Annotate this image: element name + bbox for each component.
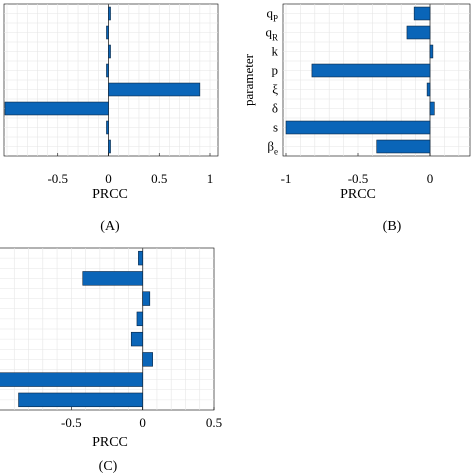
bar [108,44,111,59]
x-tick-label: -1 [281,171,292,186]
bar [285,120,431,135]
panel-a-grid [4,4,218,156]
y-tick-label: βe [267,139,278,157]
bar [311,63,431,78]
x-tick-label: 0 [105,171,112,186]
y-tick-label: qP [266,6,278,24]
y-tick-label: k [272,44,279,59]
bar [138,250,143,266]
y-tick-label: ξ [272,82,278,97]
panel-c-x-axis-label: PRCC [92,435,128,450]
bar [406,25,431,40]
y-tick-label: δ [272,101,278,116]
y-tick-label: p [272,63,279,78]
bar [142,352,153,367]
panel-a-bars [4,6,201,154]
x-tick-label: -0.5 [61,415,82,430]
y-tick-label: qR [265,25,278,43]
bar [106,25,109,40]
bar [142,291,151,306]
x-tick-label: 0 [427,171,434,186]
panel-a: -0.5 0 0.5 1 PRCC (A) [3,3,219,234]
bar [376,139,431,154]
bar [130,331,143,347]
x-tick-label: -0.5 [47,171,68,186]
bar [108,139,111,154]
bar [429,44,434,59]
bar [106,63,109,78]
bar [4,101,109,116]
panel-b-x-axis-label: PRCC [340,187,376,202]
panel-c: -0.5 0 0.5 PRCC (C) [0,247,222,474]
panel-c-x-ticks: -0.5 0 0.5 [61,407,222,430]
panel-b-label: (B) [383,219,402,234]
panel-a-x-axis-label: PRCC [92,187,128,202]
bar [108,6,111,21]
x-tick-label: -0.5 [348,171,369,186]
panel-b-y-axis-label: parameter [241,53,256,106]
panel-b-bars [285,6,435,154]
bar [136,311,143,327]
panel-c-bars [0,250,153,408]
x-tick-label: 1 [207,171,214,186]
bar [426,82,431,97]
panel-c-label: (C) [99,459,118,474]
bar [413,6,431,21]
panel-b-x-ticks: -1 -0.5 0 [281,153,434,186]
bar [106,120,109,135]
bar [82,271,143,286]
panel-a-label: (A) [100,219,120,234]
x-tick-label: 0 [139,415,146,430]
panel-a-x-ticks: -0.5 0 0.5 1 [47,153,213,186]
bar [0,372,143,387]
bar [108,82,201,97]
y-tick-label: s [273,120,278,135]
bar [18,392,143,408]
x-tick-label: 0.5 [151,171,167,186]
x-tick-label: 0.5 [206,415,222,430]
bar [429,101,435,116]
